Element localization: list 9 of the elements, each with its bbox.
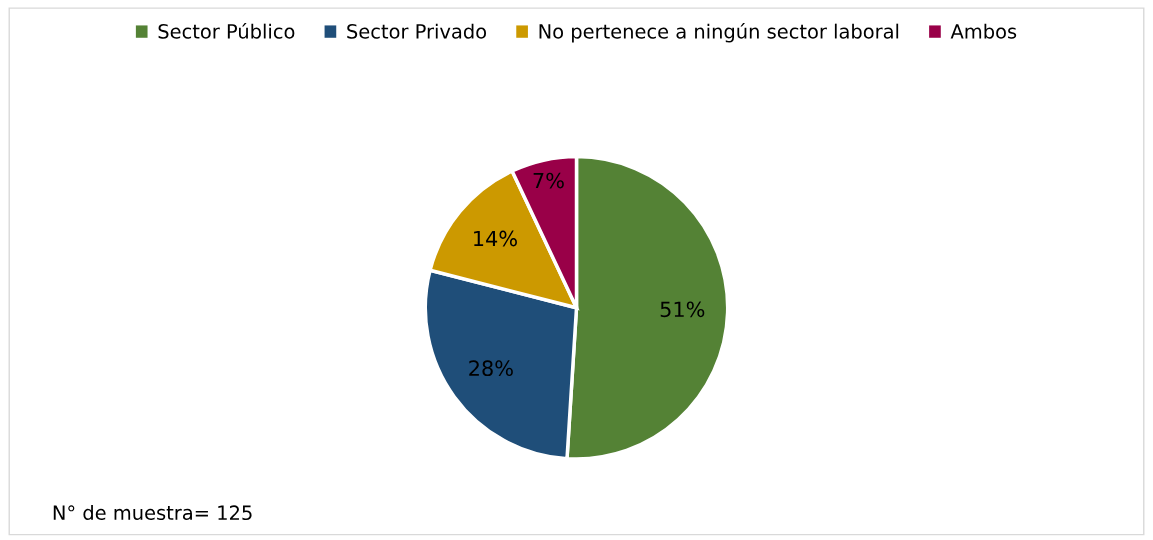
data-label: 14%	[474, 230, 517, 247]
data-label: 7%	[533, 172, 564, 189]
legend-label: No pertenece a ningún sector laboral	[539, 22, 899, 43]
text: N° de muestra= 125	[53, 504, 252, 521]
data-label: 51%	[660, 301, 705, 318]
legend-label: Sector Público	[158, 22, 295, 39]
legend-label: Ambos	[950, 23, 1017, 39]
legend-label: Sector Privado	[347, 23, 487, 39]
data-label: 28%	[469, 360, 513, 377]
